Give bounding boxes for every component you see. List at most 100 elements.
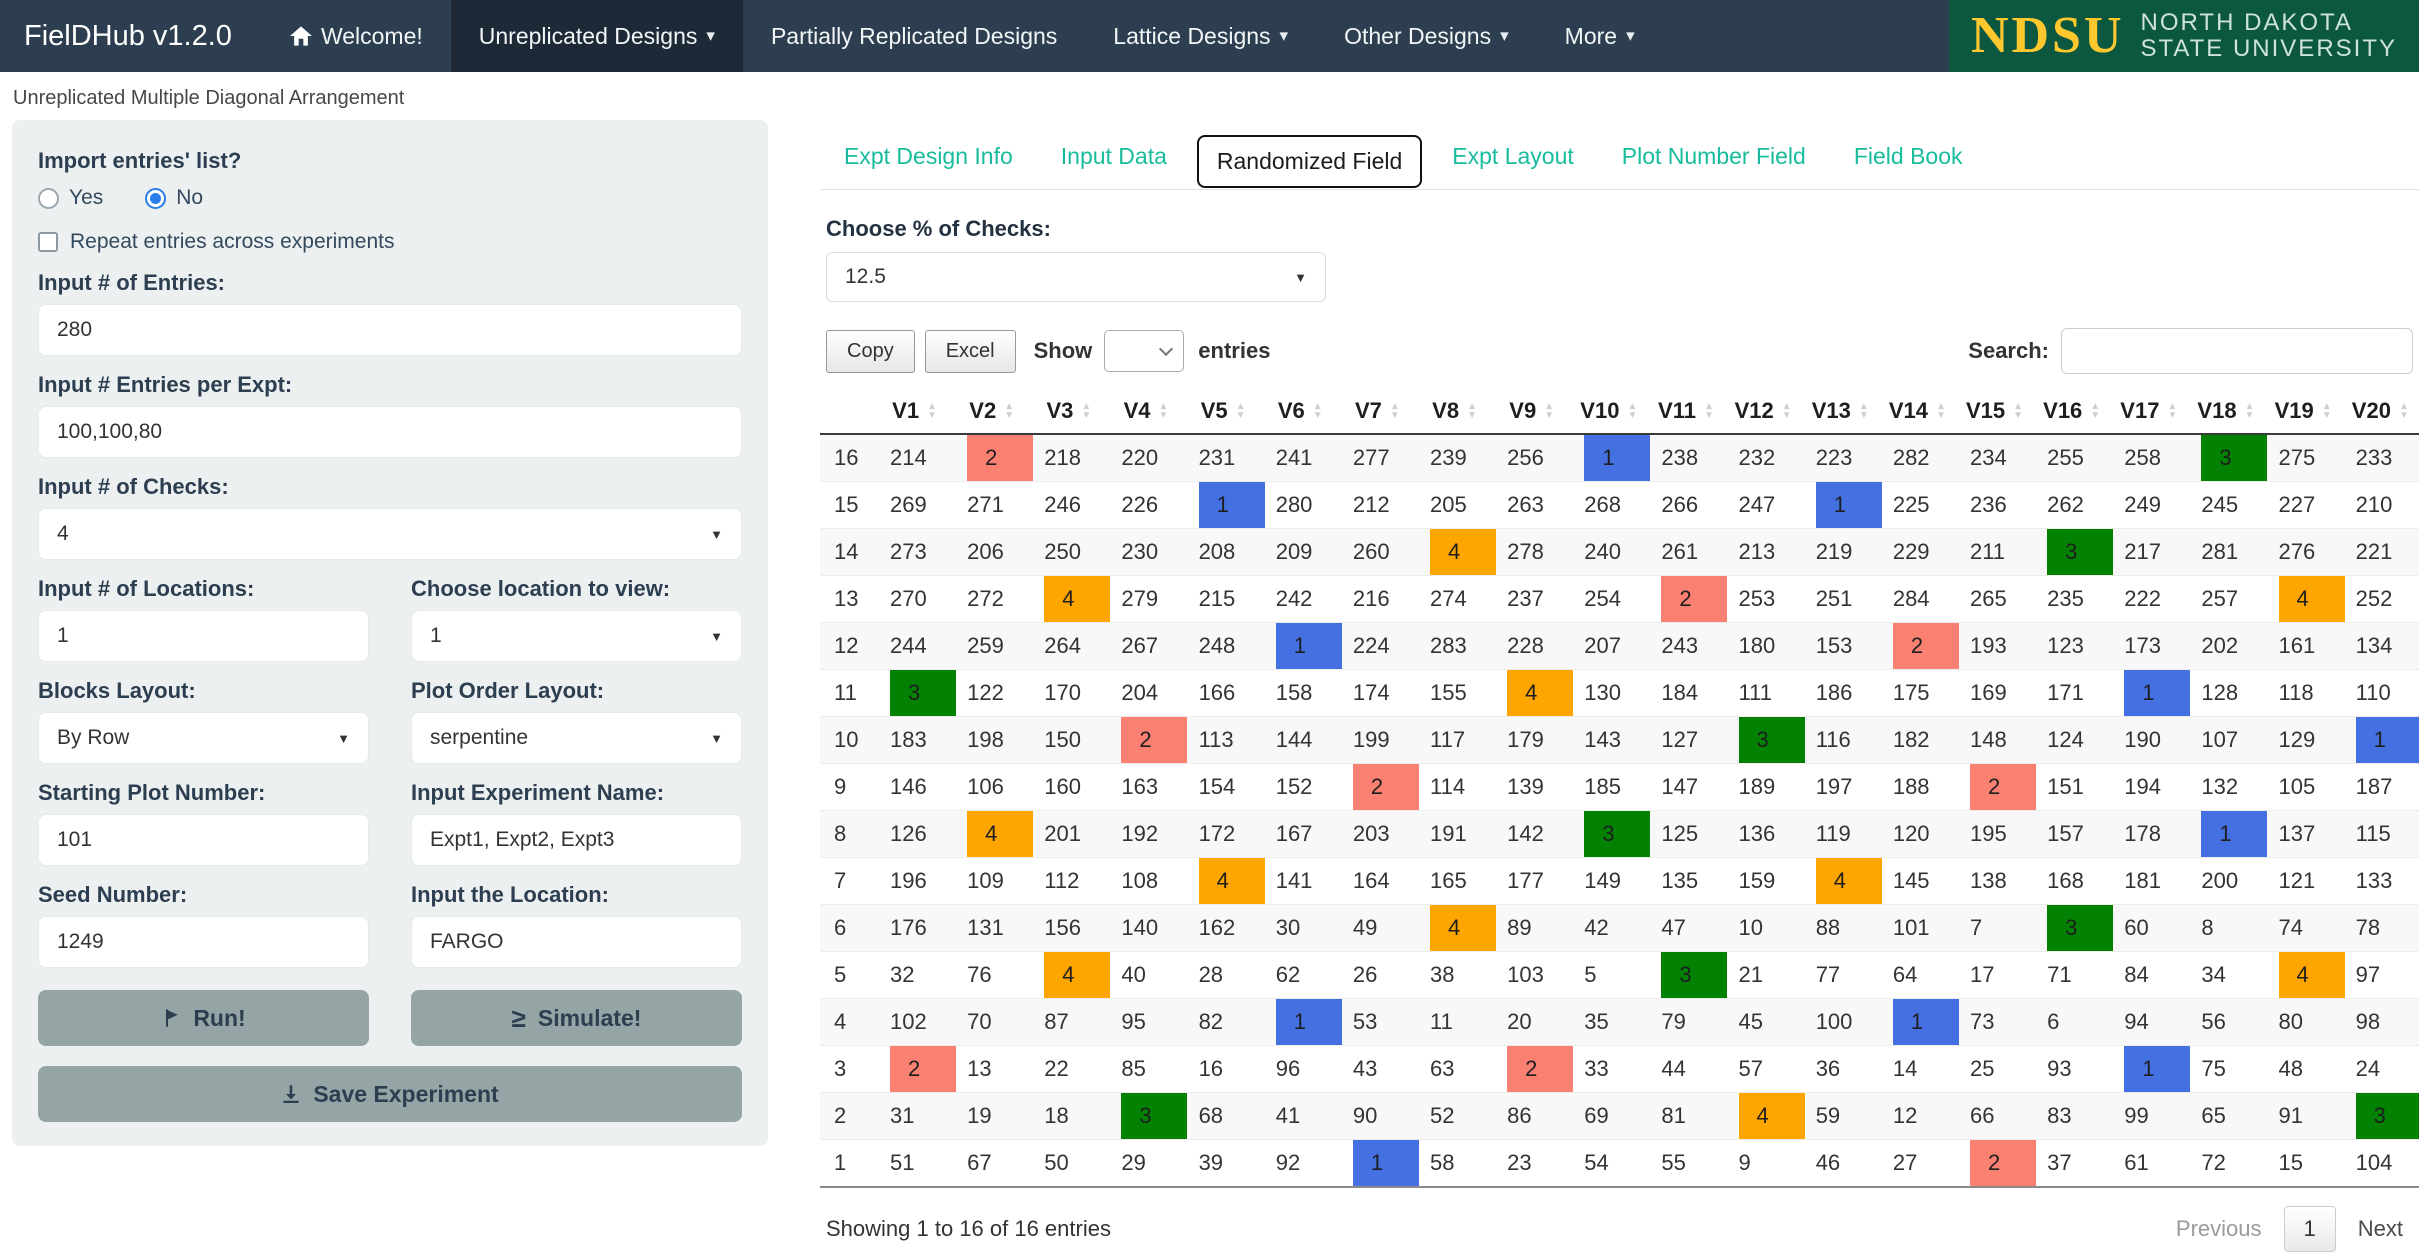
sort-icon: ▲ ▼ (1858, 401, 1869, 421)
column-header-v18[interactable]: V18 ▲ ▼ (2187, 388, 2265, 435)
check-cell: 3 (2341, 1092, 2419, 1140)
radio-no-icon[interactable] (145, 187, 167, 209)
entry-cell: 188 (1878, 763, 1956, 811)
locations-label: Input # of Locations: (38, 576, 255, 601)
entry-cell: 86 (1493, 1092, 1571, 1140)
tab-input-data[interactable]: Input Data (1060, 143, 1167, 169)
entry-cell: 18 (1030, 1092, 1108, 1140)
entries-input[interactable] (38, 304, 742, 356)
column-header-v8[interactable]: V8 ▲ ▼ (1415, 388, 1494, 435)
seed-input[interactable] (38, 916, 369, 968)
entry-cell: 154 (1184, 763, 1262, 811)
column-header-v17[interactable]: V17 ▲ ▼ (2110, 388, 2188, 435)
check-color-block: 3 (2355, 1093, 2419, 1139)
entry-cell: 147 (1647, 763, 1725, 811)
entry-cell: 183 (876, 716, 954, 764)
column-header-label: V17 (2120, 397, 2160, 423)
randomized-field-table: V1 ▲ ▼ V2 ▲ ▼ V3 ▲ ▼ V4 ▲ ▼ V5 ▲ ▼ V6 ▲ ▼ V7 ▲ ▼ V8 ▲ ▼ V9 ▲ ▼ V10 ▲… (820, 388, 2419, 1188)
nav-item-more[interactable]: More ▾ (1537, 0, 1663, 72)
page-1-button[interactable]: 1 (2283, 1206, 2336, 1252)
nav-item-lattice-designs[interactable]: Lattice Designs ▾ (1085, 0, 1316, 72)
location-view-select[interactable]: 1 ▼ (411, 610, 742, 662)
column-header-v15[interactable]: V15 ▲ ▼ (1955, 388, 2034, 435)
entries-per-expt-input[interactable] (38, 406, 742, 458)
radio-yes-icon[interactable] (38, 187, 59, 209)
column-header-v9[interactable]: V9 ▲ ▼ (1493, 388, 1571, 435)
plot-order-select[interactable]: serpentine ▼ (411, 712, 742, 764)
starting-plot-input[interactable] (38, 814, 369, 866)
column-header-v10[interactable]: V10 ▲ ▼ (1570, 388, 1648, 435)
check-cell: 4 (2264, 575, 2345, 623)
locations-input[interactable] (38, 610, 369, 662)
tab-field-book[interactable]: Field Book (1853, 143, 1963, 169)
column-header-label: V2 (969, 397, 997, 423)
nav-item-unreplicated-designs[interactable]: Unreplicated Designs ▾ (450, 0, 743, 72)
entry-cell: 206 (953, 528, 1031, 576)
column-header-v2[interactable]: V2 ▲ ▼ (953, 388, 1031, 435)
tab-plot-number-field[interactable]: Plot Number Field (1621, 143, 1806, 169)
repeat-entries-checkbox[interactable] (38, 232, 58, 252)
column-header-v16[interactable]: V16 ▲ ▼ (2033, 388, 2111, 435)
column-header-v6[interactable]: V6 ▲ ▼ (1261, 388, 1339, 435)
copy-button[interactable]: Copy (826, 329, 915, 373)
column-header-v11[interactable]: V11 ▲ ▼ (1647, 388, 1725, 435)
run-button[interactable]: Run! (38, 990, 369, 1046)
blocks-layout-select[interactable]: By Row ▼ (38, 712, 369, 764)
location-input[interactable] (411, 916, 742, 968)
column-header-v3[interactable]: V3 ▲ ▼ (1030, 388, 1108, 435)
plot-order-value: serpentine (430, 726, 529, 749)
nav-item-label: Unreplicated Designs (478, 22, 698, 49)
column-header-v13[interactable]: V13 ▲ ▼ (1801, 388, 1879, 435)
excel-button[interactable]: Excel (924, 329, 1016, 373)
entry-cell: 138 (1955, 857, 2034, 905)
nav-item-partially-replicated-designs[interactable]: Partially Replicated Designs (743, 0, 1085, 72)
search-input[interactable] (2061, 328, 2413, 374)
save-experiment-button[interactable]: Save Experiment (38, 1066, 742, 1122)
tab-randomized-field[interactable]: Randomized Field (1196, 135, 1423, 188)
sidebar-panel: Import entries' list? Yes No Repeat entr… (12, 120, 768, 1146)
entry-cell: 156 (1030, 904, 1108, 952)
ndsu-logo-text: NORTH DAKOTA STATE UNIVERSITY (2141, 10, 2397, 62)
nav-item-other-designs[interactable]: Other Designs ▾ (1316, 0, 1537, 72)
check-cell: 4 (1415, 904, 1496, 952)
checks-percent-select[interactable]: 12.5 ▼ (826, 252, 1326, 302)
row-label: 8 (820, 810, 876, 858)
column-header-v20[interactable]: V20 ▲ ▼ (2341, 388, 2419, 435)
simulate-button[interactable]: ≥ Simulate! (411, 990, 742, 1046)
seed-label: Seed Number: (38, 882, 188, 907)
row-label: 1 (820, 1139, 876, 1188)
entry-cell: 210 (2341, 481, 2419, 529)
sort-icon: ▲ ▼ (927, 401, 937, 421)
tab-expt-design-info[interactable]: Expt Design Info (844, 143, 1013, 169)
column-header-v19[interactable]: V19 ▲ ▼ (2264, 388, 2342, 435)
expt-name-input[interactable] (411, 814, 742, 866)
column-header-v4[interactable]: V4 ▲ ▼ (1107, 388, 1185, 435)
entry-cell: 22 (1030, 1045, 1108, 1093)
check-color-block: 4 (1044, 576, 1111, 622)
entry-cell: 145 (1878, 857, 1956, 905)
nav-item-welcome[interactable]: Welcome! (262, 0, 451, 72)
row-label: 3 (820, 1045, 876, 1093)
radio-yes[interactable]: Yes (38, 186, 103, 210)
entry-cell: 50 (1030, 1139, 1108, 1188)
entry-cell: 275 (2264, 434, 2342, 482)
column-header-v14[interactable]: V14 ▲ ▼ (1878, 388, 1956, 435)
tab-expt-layout[interactable]: Expt Layout (1452, 143, 1574, 169)
checks-select[interactable]: 4 ▼ (38, 508, 742, 560)
entry-cell: 173 (2110, 622, 2188, 670)
entry-cell: 66 (1955, 1092, 2034, 1140)
check-color-block: 2 (1661, 576, 1728, 622)
row-label: 5 (820, 951, 876, 999)
entry-cell: 209 (1261, 528, 1339, 576)
entry-cell: 218 (1030, 434, 1108, 482)
page-length-select[interactable] (1104, 330, 1185, 372)
radio-no[interactable]: No (145, 186, 203, 210)
location-input-label: Input the Location: (411, 882, 609, 907)
column-header-v12[interactable]: V12 ▲ ▼ (1724, 388, 1802, 435)
column-header-v5[interactable]: V5 ▲ ▼ (1184, 388, 1262, 435)
column-header-v7[interactable]: V7 ▲ ▼ (1338, 388, 1416, 435)
entry-cell: 196 (876, 857, 954, 905)
column-header-v1[interactable]: V1 ▲ ▼ (876, 388, 954, 435)
entry-cell: 170 (1030, 669, 1108, 717)
app-brand: FielDHub v1.2.0 (24, 19, 232, 52)
